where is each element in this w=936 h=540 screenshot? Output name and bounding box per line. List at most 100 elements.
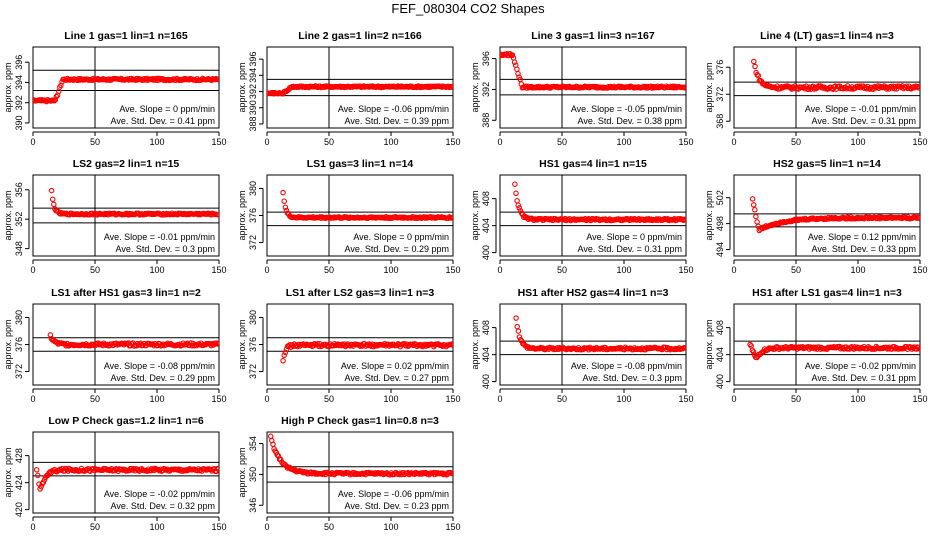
panel-6: LS1 gas=3 lin=1 n=14 0 50 100 150 372 376 380ap… [237, 158, 461, 275]
slope-unit: ppm/min [647, 104, 682, 114]
x-tick-label: 0 [731, 265, 736, 275]
data-point [33, 467, 40, 473]
slope-unit: ppm/min [180, 232, 215, 242]
slope-unit: ppm/min [180, 104, 215, 114]
x-tick-label: 100 [850, 137, 865, 147]
sd-unit: ppm [197, 501, 215, 511]
y-tick-label: 396 [248, 52, 258, 67]
x-tick-label: 100 [149, 394, 164, 404]
panel-7: HS1 gas=4 lin=1 n=15 0 50 100 150 400 404 408ap… [470, 158, 694, 275]
x-tick-label: 0 [731, 394, 736, 404]
y-tick-label: 372 [248, 235, 258, 250]
x-tick-label: 150 [445, 394, 460, 404]
y-axis-label: approx. ppm [237, 190, 247, 240]
data-point [679, 216, 686, 223]
sd: 0.31 [878, 116, 896, 126]
y-tick-label: 394 [248, 68, 258, 83]
data-point [215, 466, 219, 472]
panel-title: Line 4 (LT) gas=1 lin=4 n=3 [760, 30, 894, 42]
slope-label: Ave. Slope = [808, 232, 862, 242]
sd-unit: ppm [898, 373, 916, 383]
data-point [49, 196, 56, 203]
y-axis-label: approx. ppm [3, 62, 13, 112]
sd-stat: Ave. Std. Dev. = 0.31 ppm [811, 116, 916, 126]
sd-stat: Ave. Std. Dev. = 0.3 ppm [583, 373, 683, 383]
sd-unit: ppm [664, 116, 682, 126]
slope-label: Ave. Slope = [119, 104, 173, 114]
data-point [680, 217, 686, 224]
data-point [682, 85, 686, 91]
sd: 0.41 [177, 116, 195, 126]
sd: 0.31 [878, 373, 896, 383]
sd: 0.38 [644, 116, 662, 126]
x-tick-label: 100 [149, 522, 164, 532]
data-point [518, 210, 525, 216]
data-point [515, 202, 521, 208]
data-point [48, 187, 55, 194]
sd-unit: ppm [431, 501, 449, 511]
x-tick-label: 150 [211, 265, 226, 275]
slope-label: Ave. Slope = [805, 104, 859, 114]
data-point [280, 358, 286, 364]
sd-stat: Ave. Std. Dev. = 0.31 ppm [577, 244, 682, 254]
x-tick-label: 50 [90, 265, 100, 275]
y-tick-label: 400 [715, 374, 725, 389]
x-tick-label: 0 [264, 394, 269, 404]
data-point [915, 83, 920, 90]
panel-14: High P Check gas=1 lin=0.8 n=3 0 50 100 150 3… [237, 415, 461, 532]
x-tick-label: 150 [445, 522, 460, 532]
x-tick-label: 0 [264, 522, 269, 532]
y-tick-label: 390 [14, 115, 24, 130]
y-tick-label: 376 [715, 60, 725, 75]
x-tick-label: 0 [497, 265, 502, 275]
panel-13: Low P Check gas=1.2 lin=1 n=6 0 50 100 150 42… [3, 415, 227, 532]
data-point [448, 341, 453, 347]
slope-stat: Ave. Slope = -0.05 ppm/min [571, 104, 682, 114]
slope-unit: ppm/min [180, 489, 215, 499]
y-tick-label: 376 [14, 337, 24, 352]
sd-label: Ave. Std. Dev. = [811, 116, 878, 126]
data-point [409, 341, 416, 347]
slope: -0.02 [858, 361, 879, 371]
data-points [47, 332, 219, 349]
slope-unit: ppm/min [414, 489, 449, 499]
data-point [755, 72, 762, 79]
slope: -0.08 [157, 361, 178, 371]
data-point [53, 93, 60, 100]
panel-title: HS1 gas=4 lin=1 n=15 [539, 158, 647, 170]
data-point [512, 181, 518, 187]
data-point [51, 201, 57, 208]
slope-label: Ave. Slope = [571, 104, 625, 114]
slope-label: Ave. Slope = [586, 232, 640, 242]
y-tick-label: 368 [715, 114, 725, 129]
data-point [751, 58, 757, 65]
y-tick-label: 352 [14, 212, 24, 227]
data-point [38, 483, 44, 490]
sd: 0.32 [177, 501, 195, 511]
data-point [280, 189, 286, 196]
data-point [215, 76, 219, 83]
data-points [33, 465, 219, 492]
data-point [913, 215, 920, 221]
data-point [750, 202, 757, 208]
panel-title: HS1 after LS1 gas=4 lin=1 n=3 [752, 287, 902, 299]
y-tick-label: 372 [715, 87, 725, 102]
x-tick-label: 50 [557, 265, 567, 275]
data-point [156, 75, 162, 82]
data-point [513, 315, 519, 321]
data-points [267, 83, 453, 97]
slope: 0.02 [394, 361, 412, 371]
sd: 0.29 [411, 244, 429, 254]
data-point [449, 470, 453, 477]
sd: 0.27 [411, 373, 429, 383]
sd-stat: Ave. Std. Dev. = 0.41 ppm [110, 116, 215, 126]
panel-title: HS2 gas=5 lin=1 n=14 [773, 158, 881, 170]
data-point [514, 323, 520, 330]
x-tick-label: 100 [850, 265, 865, 275]
x-tick-label: 50 [791, 137, 801, 147]
panel-4: Line 4 (LT) gas=1 lin=4 n=3 0 50 100 150 368 3… [704, 30, 928, 147]
sd-unit: ppm [197, 373, 215, 383]
slope-stat: Ave. Slope = -0.01 ppm/min [805, 104, 916, 114]
plot-frame [32, 303, 220, 386]
